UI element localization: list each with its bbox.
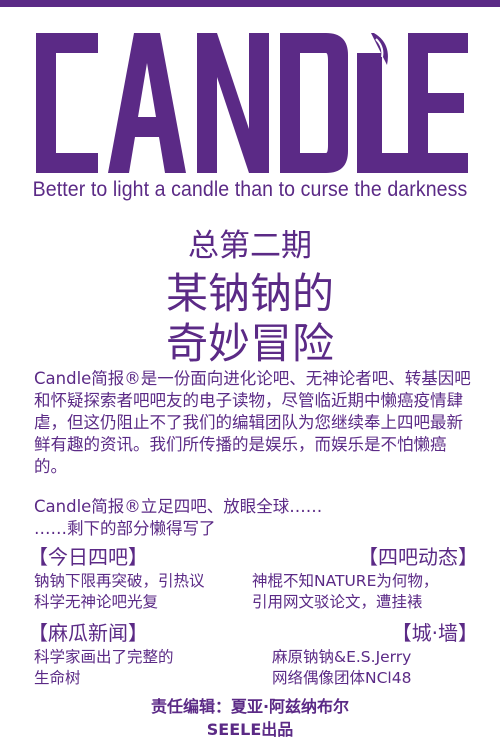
- section-heading-today: 【今日四吧】: [28, 545, 148, 569]
- tagline: Better to light a candle than to curse t…: [32, 178, 468, 201]
- intro-paragraph: Candle简报®是一份面向进化论吧、无神论者吧、转基因吧和怀疑探索者吧吧友的电…: [34, 369, 471, 476]
- issue-title-line1: 某钠钠的: [165, 269, 334, 318]
- candle-logo: [36, 33, 468, 173]
- section-heading-dynamics: 【四吧动态】: [358, 545, 478, 569]
- section-body-news: 科学家画出了完整的 生命树: [34, 648, 174, 687]
- issue-title-line2: 奇妙冒险: [165, 319, 334, 368]
- section-body-dynamics: 神棍不知NATURE为何物， 引用网文驳论文，遭挂裱: [252, 572, 439, 611]
- spread-line-1: Candle简报®立足四吧、放眼全球……: [34, 497, 323, 516]
- spread-line-2: ……剩下的部分懒得写了: [34, 519, 216, 538]
- section-heading-news: 【麻瓜新闻】: [28, 621, 148, 645]
- section-heading-wall: 【城·墙】: [391, 621, 478, 645]
- section-body-wall: 麻原钠钠&E.S.Jerry 网络偶像团体NCl48: [272, 648, 412, 687]
- issue-number: 总第二期: [188, 228, 312, 264]
- producer-credit: SEELE出品: [206, 720, 294, 739]
- editor-credit: 责任编辑：夏亚·阿兹纳布尔: [150, 697, 350, 716]
- spread-text: Candle简报®立足四吧、放眼全球…… ……剩下的部分懒得写了: [34, 496, 474, 540]
- section-body-today: 钠钠下限再突破，引热议 科学无神论吧光复: [34, 572, 205, 611]
- top-bar: [0, 0, 500, 7]
